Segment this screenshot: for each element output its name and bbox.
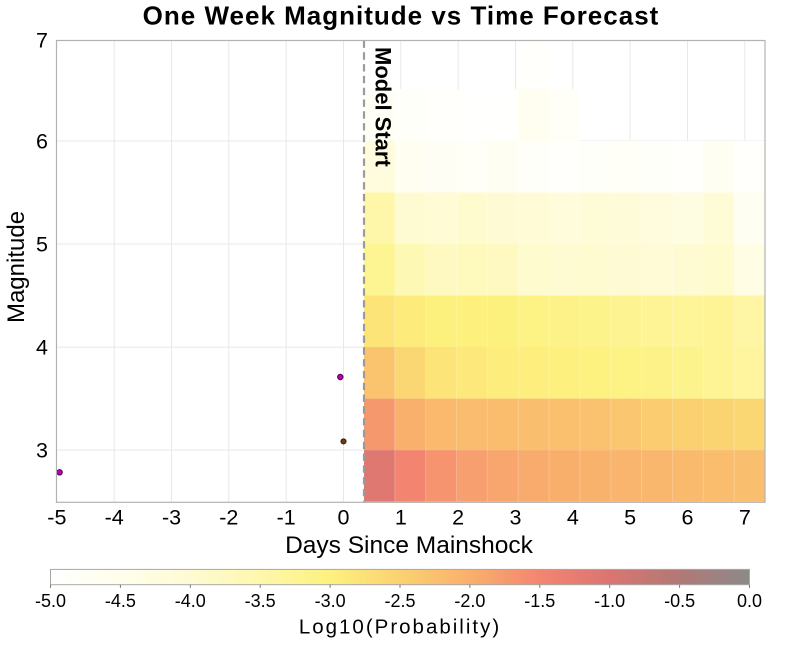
svg-text:-3.0: -3.0 xyxy=(315,591,346,611)
svg-text:6: 6 xyxy=(681,506,693,530)
svg-text:-4.5: -4.5 xyxy=(105,591,136,611)
svg-text:-4.0: -4.0 xyxy=(175,591,206,611)
svg-text:-1: -1 xyxy=(277,506,296,530)
svg-text:Magnitude: Magnitude xyxy=(3,211,30,323)
svg-text:-2.0: -2.0 xyxy=(454,591,485,611)
svg-text:-2.5: -2.5 xyxy=(384,591,415,611)
svg-text:3: 3 xyxy=(510,506,522,530)
svg-text:One Week Magnitude vs Time For: One Week Magnitude vs Time Forecast xyxy=(143,1,660,31)
svg-text:-1.0: -1.0 xyxy=(594,591,625,611)
svg-text:3: 3 xyxy=(36,439,48,463)
svg-text:-5.0: -5.0 xyxy=(35,591,66,611)
svg-text:-3: -3 xyxy=(162,506,181,530)
svg-text:-0.5: -0.5 xyxy=(664,591,695,611)
svg-text:-5: -5 xyxy=(47,506,66,530)
svg-text:7: 7 xyxy=(36,29,48,53)
svg-text:-1.5: -1.5 xyxy=(524,591,555,611)
svg-text:2: 2 xyxy=(452,506,464,530)
svg-text:Model Start: Model Start xyxy=(371,47,396,167)
svg-text:1: 1 xyxy=(395,506,407,530)
svg-text:4: 4 xyxy=(567,506,579,530)
svg-text:5: 5 xyxy=(624,506,636,530)
svg-text:-2: -2 xyxy=(219,506,238,530)
svg-text:7: 7 xyxy=(739,506,751,530)
svg-text:Log10(Probability): Log10(Probability) xyxy=(299,616,501,639)
svg-text:4: 4 xyxy=(36,336,48,360)
svg-text:0: 0 xyxy=(338,506,350,530)
svg-text:0.0: 0.0 xyxy=(737,591,762,611)
svg-text:-3.5: -3.5 xyxy=(245,591,276,611)
svg-text:-4: -4 xyxy=(105,506,124,530)
svg-text:Days Since Mainshock: Days Since Mainshock xyxy=(285,532,534,559)
svg-text:5: 5 xyxy=(36,233,48,257)
svg-text:6: 6 xyxy=(36,130,48,154)
